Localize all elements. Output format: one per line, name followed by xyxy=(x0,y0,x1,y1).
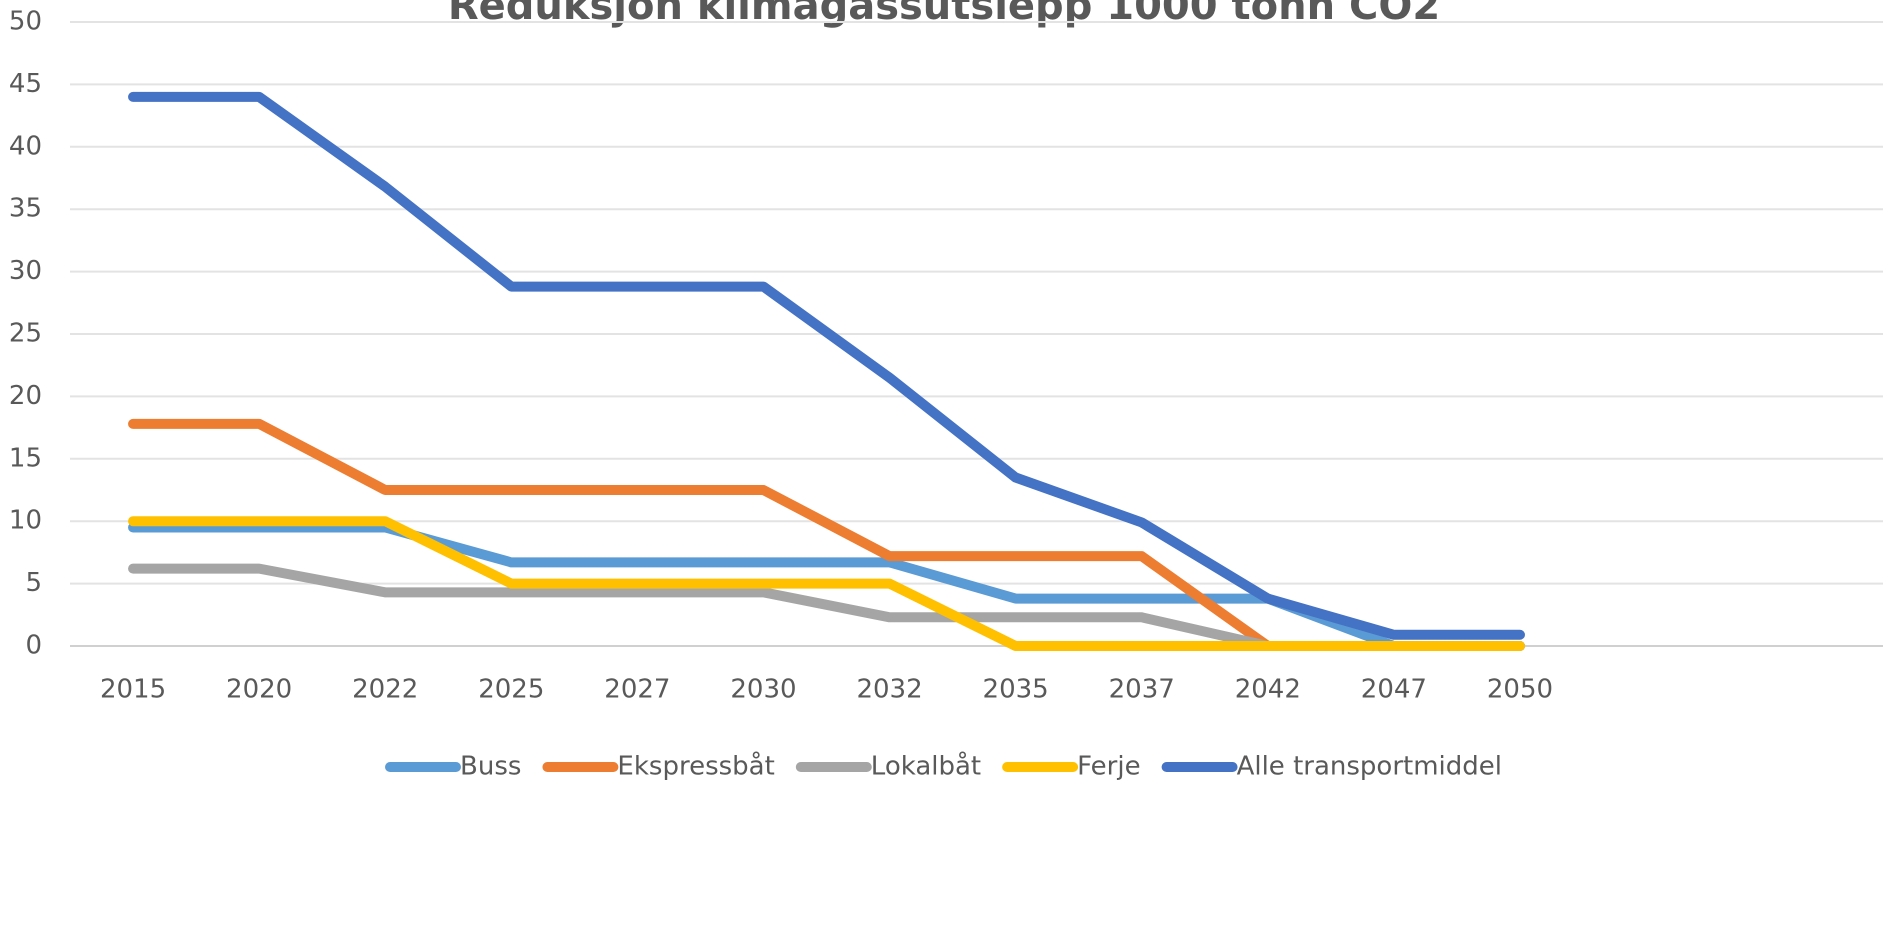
y-tick-label: 40 xyxy=(9,131,42,161)
legend-label: Lokalbåt xyxy=(871,751,981,782)
x-tick-label: 2015 xyxy=(100,675,166,705)
x-tick-label: 2042 xyxy=(1235,675,1301,705)
x-tick-label: 2027 xyxy=(604,675,670,705)
series-line xyxy=(128,516,1525,651)
x-tick-label: 2050 xyxy=(1487,675,1553,705)
y-tick-label: 30 xyxy=(9,256,42,286)
y-tick-label: 15 xyxy=(9,443,42,473)
y-tick-label: 50 xyxy=(9,7,42,37)
legend-label: Alle transportmiddel xyxy=(1237,752,1502,782)
x-tick-label: 2025 xyxy=(478,675,544,705)
y-tick-label: 10 xyxy=(9,506,42,536)
chart-title: Reduksjon klimagassutslepp 1000 tonn CO2 xyxy=(448,0,1440,29)
x-tick-label: 2035 xyxy=(983,675,1049,705)
legend-label: Ekspressbåt xyxy=(617,751,774,782)
y-tick-label: 0 xyxy=(25,631,42,661)
y-tick-label: 25 xyxy=(9,319,42,349)
x-tick-label: 2032 xyxy=(856,675,922,705)
legend-label: Ferje xyxy=(1077,752,1140,782)
y-tick-label: 35 xyxy=(9,194,42,224)
legend: Buss Ekspressbåt Lokalbåt Ferje Alle transpo… xyxy=(385,751,1502,782)
x-tick-label: 2030 xyxy=(730,675,796,705)
y-tick-label: 20 xyxy=(9,381,42,411)
series-line xyxy=(128,91,1525,640)
legend-label: Buss xyxy=(460,752,521,782)
x-tick-label: 2047 xyxy=(1361,675,1427,705)
x-tick-label: 2037 xyxy=(1109,675,1175,705)
x-tick-label: 2022 xyxy=(352,675,418,705)
y-tick-label: 5 xyxy=(25,568,42,598)
y-tick-label: 45 xyxy=(9,69,42,99)
x-tick-label: 2020 xyxy=(226,675,292,705)
